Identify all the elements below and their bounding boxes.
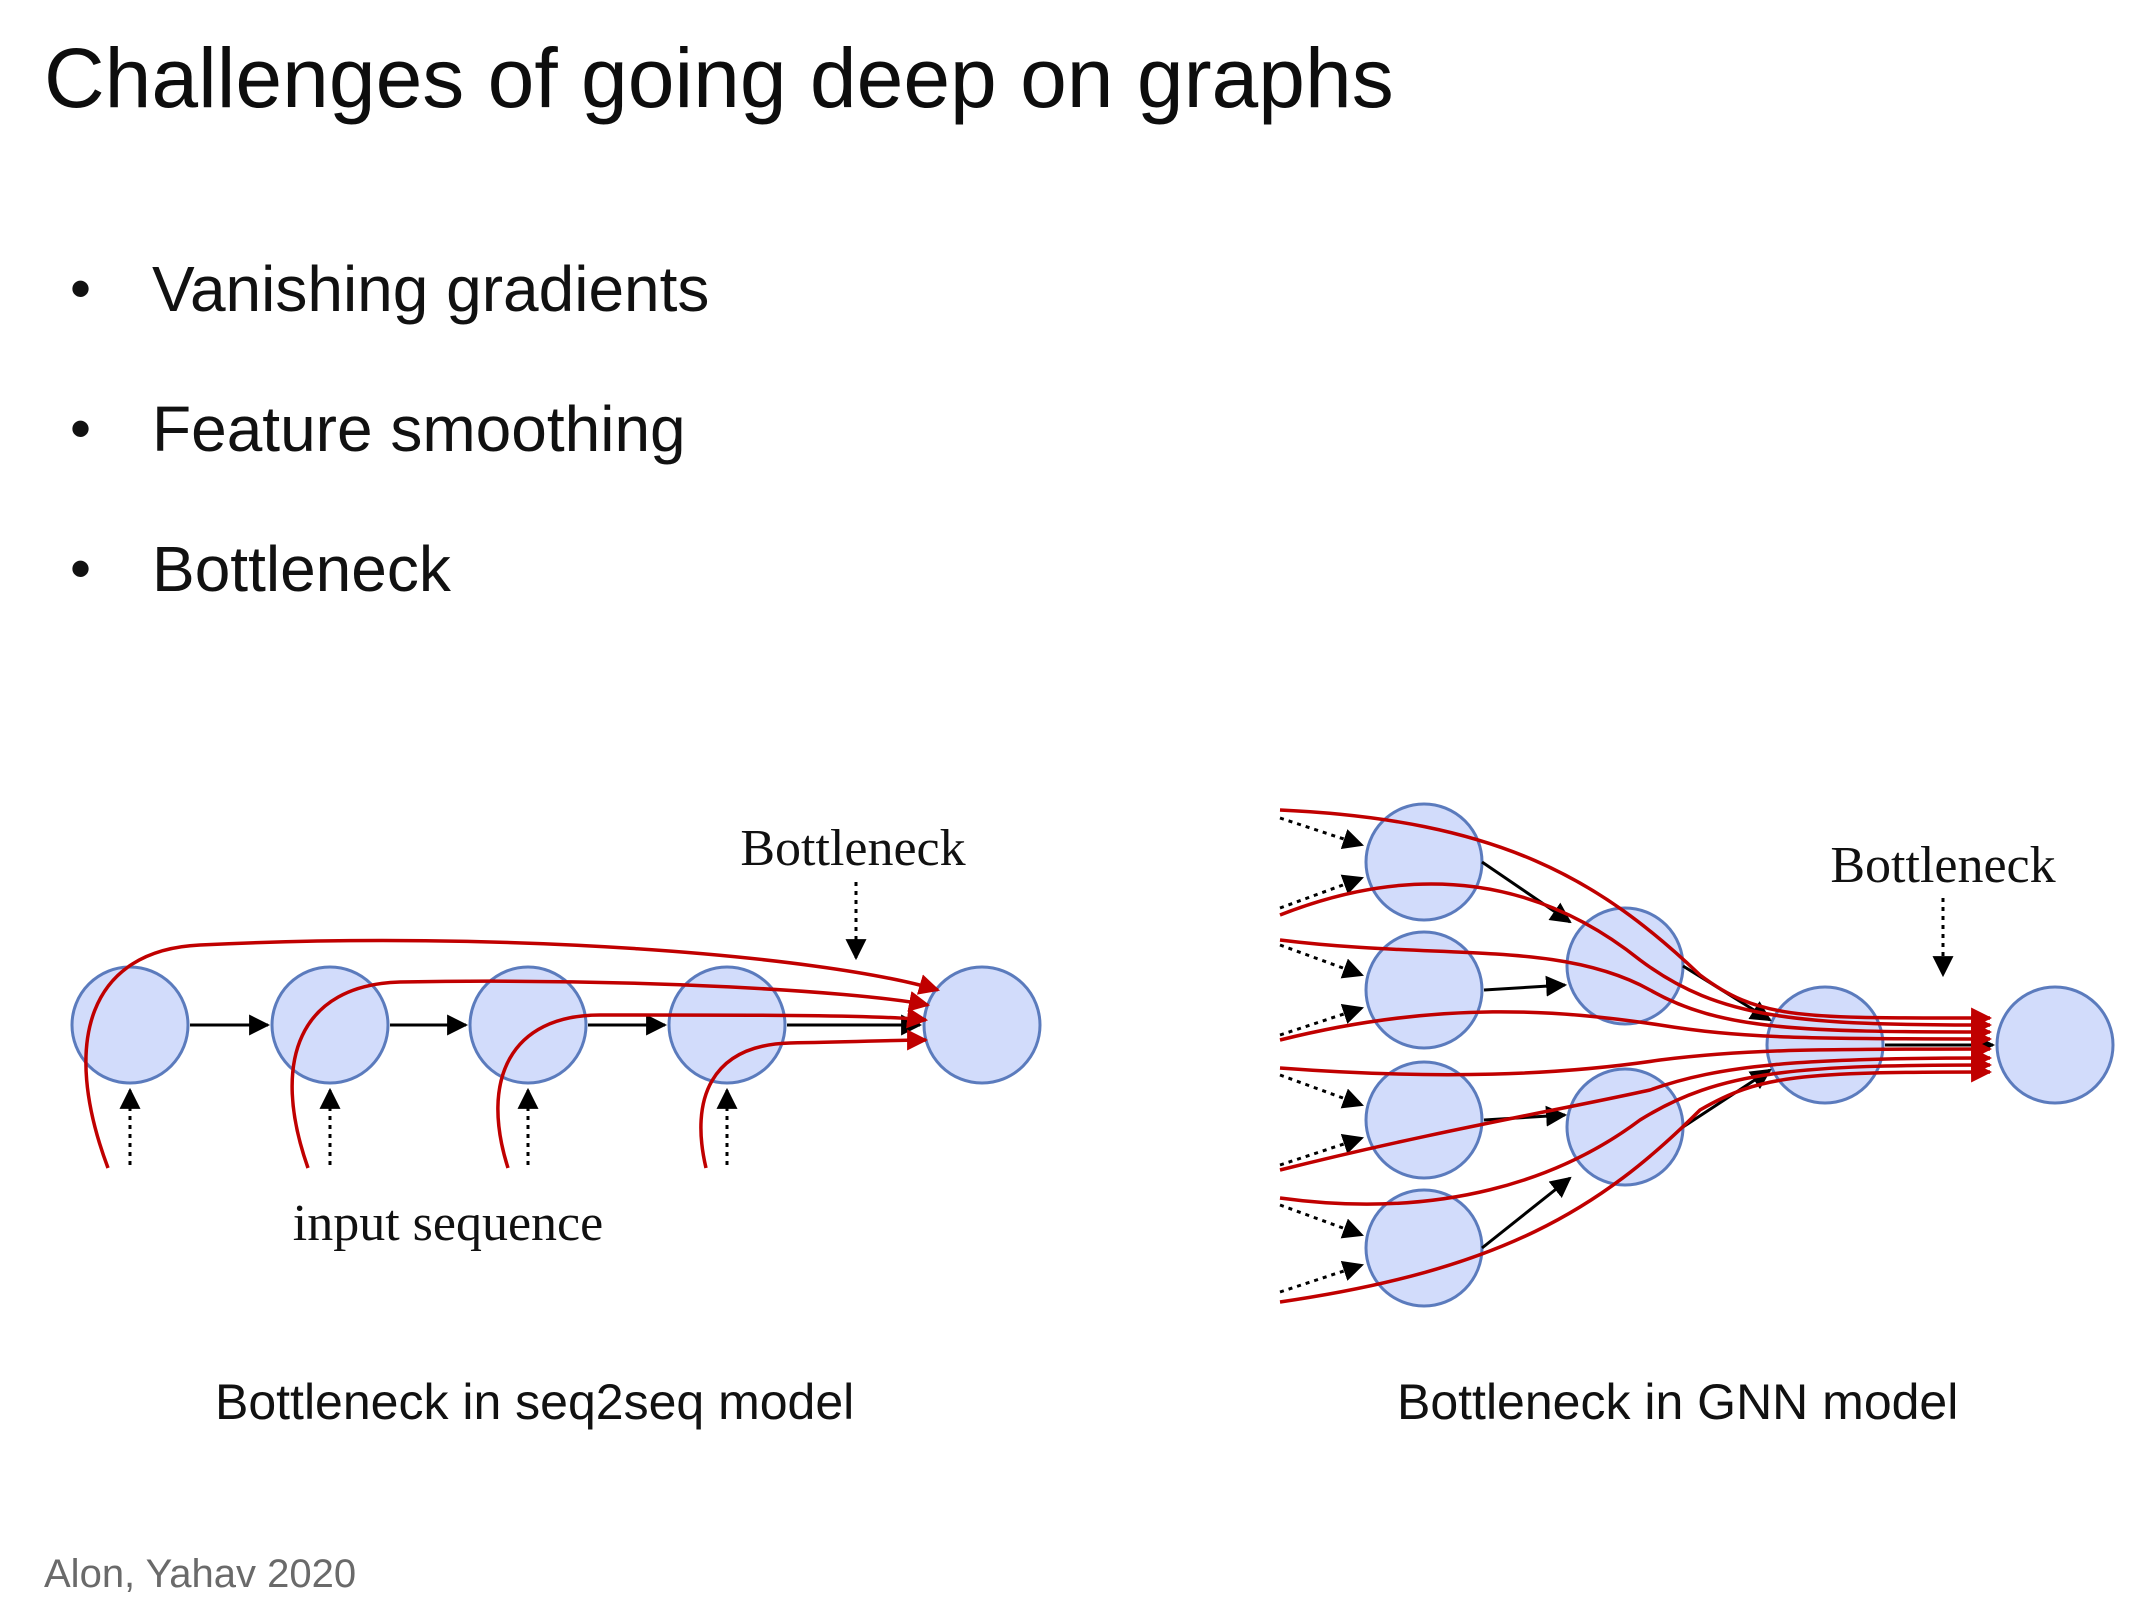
bullet-dot: • xyxy=(70,535,92,602)
leaf-node xyxy=(1364,1188,1484,1308)
information-flow-line xyxy=(1279,1038,1993,1077)
seq2seq-caption: Bottleneck in seq2seq model xyxy=(215,1374,855,1430)
sequence-node xyxy=(468,965,588,1085)
edge-arrow xyxy=(1481,1176,1572,1250)
gnn-diagram: Bottleneck xyxy=(1279,802,2115,1308)
page-title: Challenges of going deep on graphs xyxy=(44,31,1394,125)
bottleneck-label: Bottleneck xyxy=(740,820,965,877)
bullet-text: Vanishing gradients xyxy=(152,253,710,325)
bottleneck-label: Bottleneck xyxy=(1830,837,2055,894)
input-arrow xyxy=(1279,874,1364,910)
output-node xyxy=(1995,985,2115,1105)
input-sequence-label: input sequence xyxy=(293,1195,603,1252)
sequence-node xyxy=(667,965,787,1085)
bullet-item: • Bottleneck xyxy=(70,530,709,608)
bottleneck-node xyxy=(1765,985,1885,1105)
information-flow-line xyxy=(290,979,931,1169)
information-flow-line xyxy=(1279,1010,1993,1050)
information-flow-line xyxy=(699,1029,929,1169)
information-flow-line xyxy=(1279,1054,1993,1206)
leaf-node xyxy=(1364,1060,1484,1180)
bullet-dot: • xyxy=(70,395,92,462)
information-flow-line xyxy=(496,1007,929,1169)
information-flow-line xyxy=(1279,882,1993,1036)
bullet-item: • Vanishing gradients xyxy=(70,250,709,328)
gnn-caption: Bottleneck in GNN model xyxy=(1397,1374,1959,1430)
seq2seq-diagram: Bottleneck input sequence xyxy=(70,820,1042,1252)
bullet-text: Feature smoothing xyxy=(152,393,686,465)
bullet-list: • Vanishing gradients • Feature smoothing … xyxy=(70,250,709,670)
edge-arrow xyxy=(1682,1068,1772,1129)
output-node xyxy=(922,965,1042,1085)
input-arrow xyxy=(1279,1260,1364,1294)
information-flow-line xyxy=(84,938,941,1169)
information-flow-line xyxy=(1279,1061,1993,1304)
information-flow-line xyxy=(1279,808,1993,1029)
input-arrow xyxy=(1279,816,1364,850)
citation: Alon, Yahav 2020 xyxy=(44,1552,357,1596)
edge-arrow xyxy=(1481,860,1572,924)
sequence-node xyxy=(270,965,390,1085)
input-arrow xyxy=(1279,943,1364,979)
input-arrow xyxy=(1279,1073,1364,1109)
bullet-text: Bottleneck xyxy=(152,533,451,605)
bullet-dot: • xyxy=(70,255,92,322)
input-arrow xyxy=(1279,1203,1364,1239)
information-flow-line xyxy=(1279,938,1993,1043)
information-flow-line xyxy=(1279,1047,1993,1172)
edge-arrow xyxy=(1483,975,1568,997)
bullet-item: • Feature smoothing xyxy=(70,390,709,468)
